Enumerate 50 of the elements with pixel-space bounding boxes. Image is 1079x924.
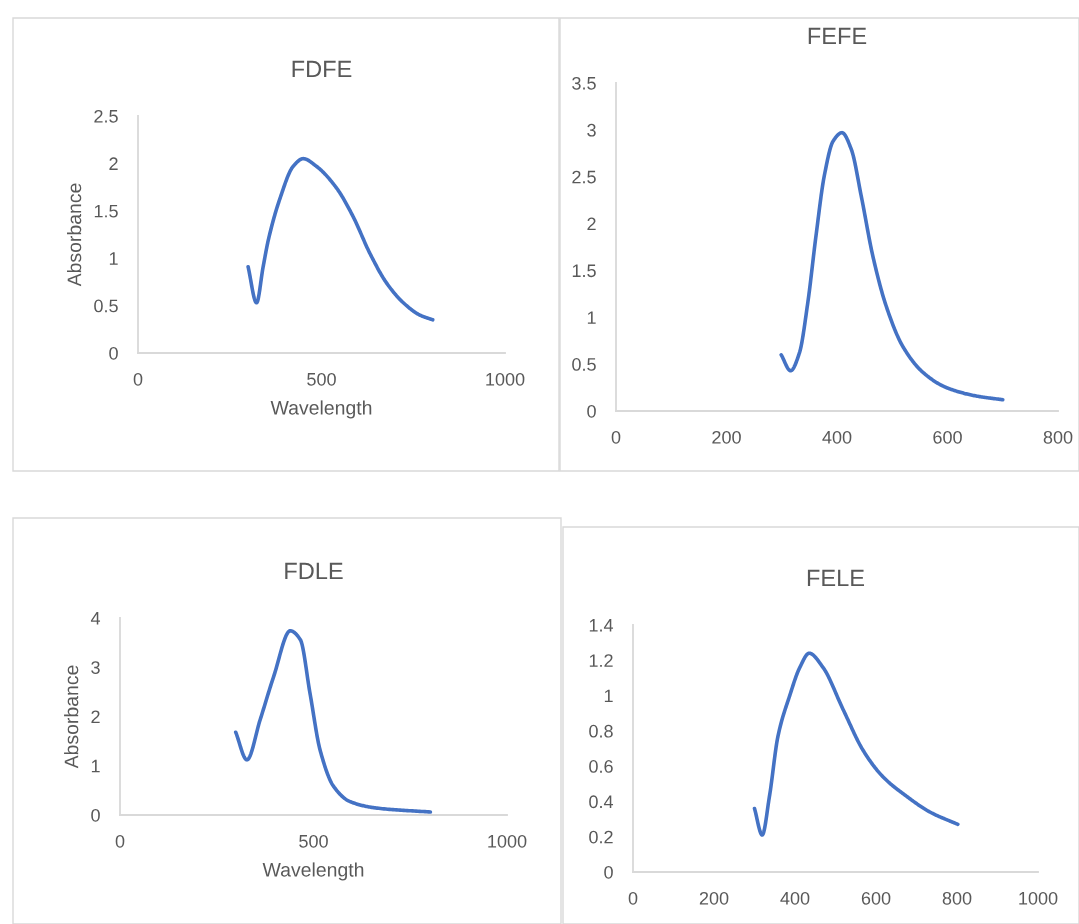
y-tick-label: 0.5 [94, 299, 118, 313]
y-tick-label: 1.5 [572, 264, 596, 278]
y-tick-label: 0 [604, 865, 613, 879]
y-tick-label: 2 [91, 710, 100, 724]
y-tick-label: 0.5 [572, 358, 596, 371]
x-tick-label: 0 [628, 891, 638, 905]
y-axis-title: Absorbance [64, 665, 79, 769]
x-tick-label: 1000 [486, 372, 525, 386]
y-tick-label: 0.2 [589, 830, 613, 844]
y-tick-label: 1.2 [589, 654, 613, 667]
y-tick-label: 1 [604, 689, 613, 703]
y-tick-label: 3.5 [572, 76, 596, 90]
x-tick-label: 500 [299, 834, 328, 848]
y-tick-label: 2.5 [94, 109, 118, 123]
x-tick-label: 1000 [488, 834, 527, 848]
y-tick-label: 1 [91, 759, 100, 773]
x-axis-title: Wavelength [270, 400, 372, 419]
y-tick-label: 0.6 [589, 760, 613, 773]
x-tick-label: 800 [1043, 430, 1073, 444]
x-tick-label: 0 [133, 372, 143, 386]
y-tick-label: 0.8 [589, 724, 613, 738]
chart-title: FDFE [292, 60, 352, 78]
x-tick-label: 600 [933, 430, 962, 444]
x-tick-label: 600 [861, 891, 891, 905]
y-tick-label: 0.4 [589, 795, 614, 809]
y-tick-label: 4 [90, 612, 101, 625]
x-tick-label: 1000 [1019, 891, 1058, 905]
y-tick-label: 0 [91, 808, 100, 822]
y-tick-label: 1 [587, 311, 596, 324]
x-tick-label: 500 [307, 372, 336, 386]
x-tick-label: 400 [822, 430, 852, 444]
y-tick-label: 0 [587, 404, 596, 418]
y-tick-label: 1.5 [94, 204, 118, 218]
y-tick-label: 3 [91, 661, 100, 674]
y-tick-label: 0 [109, 346, 118, 360]
y-tick-label: 3 [587, 123, 596, 137]
y-tick-label: 1 [109, 252, 118, 265]
x-tick-label: 200 [712, 430, 741, 444]
y-tick-label: 1.4 [589, 619, 614, 632]
x-axis-title: Wavelength [262, 862, 364, 881]
chart-title: FEFE [808, 27, 867, 45]
y-tick-label: 2 [587, 217, 596, 231]
y-tick-label: 2.5 [572, 170, 596, 184]
chart-title: FELE [807, 569, 865, 587]
x-tick-label: 800 [942, 891, 972, 905]
y-axis-title: Absorbance [67, 183, 82, 287]
chart-title: FDLE [285, 562, 343, 580]
y-tick-label: 2 [109, 157, 118, 170]
x-tick-label: 200 [699, 891, 729, 905]
x-tick-label: 400 [780, 891, 810, 905]
